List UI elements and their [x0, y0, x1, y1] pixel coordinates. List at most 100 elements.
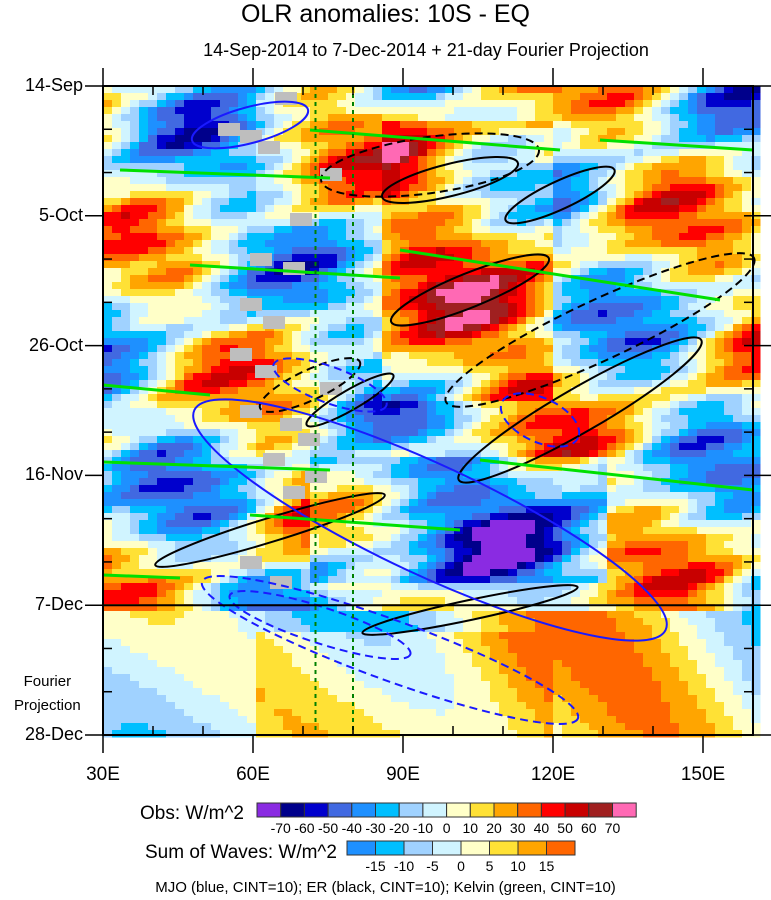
- field-cell: [409, 303, 419, 311]
- field-cell: [535, 443, 545, 451]
- field-cell: [175, 324, 185, 332]
- field-cell: [526, 513, 536, 521]
- field-cell: [148, 548, 158, 556]
- field-cell: [481, 142, 491, 150]
- field-cell: [121, 219, 131, 227]
- field-cell: [103, 359, 113, 367]
- field-cell: [157, 499, 167, 507]
- field-cell: [535, 303, 545, 311]
- field-cell: [508, 247, 518, 255]
- field-cell: [571, 247, 581, 255]
- field-cell: [418, 422, 428, 430]
- field-cell: [292, 520, 302, 528]
- field-cell: [418, 548, 428, 556]
- field-cell: [589, 464, 599, 472]
- field-cell: [553, 324, 563, 332]
- field-cell: [265, 212, 275, 220]
- field-cell: [112, 499, 122, 507]
- field-cell: [175, 226, 185, 234]
- field-cell: [571, 415, 581, 423]
- field-cell: [418, 128, 428, 136]
- field-cell: [643, 198, 653, 206]
- field-cell: [697, 254, 707, 262]
- field-cell: [490, 100, 500, 108]
- field-cell: [472, 401, 482, 409]
- field-cell: [616, 86, 626, 94]
- field-cell: [391, 527, 401, 535]
- field-cell: [139, 345, 149, 353]
- field-cell: [526, 317, 536, 325]
- field-cell: [715, 86, 725, 94]
- field-cell: [418, 317, 428, 325]
- field-cell: [337, 324, 347, 332]
- field-cell: [643, 464, 653, 472]
- field-cell: [157, 366, 167, 374]
- field-cell: [688, 345, 698, 353]
- field-cell: [526, 261, 536, 269]
- field-cell: [319, 275, 329, 283]
- field-cell: [742, 184, 752, 192]
- field-cell: [679, 254, 689, 262]
- field-cell: [283, 128, 293, 136]
- field-cell: [733, 401, 743, 409]
- field-cell: [544, 205, 554, 213]
- field-cell: [553, 485, 563, 493]
- field-cell: [526, 429, 536, 437]
- field-cell: [229, 443, 239, 451]
- field-cell: [661, 527, 671, 535]
- field-cell: [247, 373, 257, 381]
- field-cell: [382, 443, 392, 451]
- field-cell: [202, 380, 212, 388]
- field-cell: [688, 380, 698, 388]
- field-cell: [427, 100, 437, 108]
- field-cell: [202, 527, 212, 535]
- field-cell: [175, 296, 185, 304]
- field-cell: [229, 527, 239, 535]
- field-cell: [481, 156, 491, 164]
- field-cell: [445, 205, 455, 213]
- field-cell: [166, 457, 176, 465]
- field-cell: [670, 436, 680, 444]
- field-cell: [634, 163, 644, 171]
- field-cell: [319, 296, 329, 304]
- field-cell: [193, 184, 203, 192]
- field-cell: [616, 212, 626, 220]
- field-cell: [382, 86, 392, 94]
- field-cell: [562, 142, 572, 150]
- field-cell: [715, 289, 725, 297]
- field-cell: [724, 380, 734, 388]
- field-cell: [571, 86, 581, 94]
- field-cell: [112, 408, 122, 416]
- field-cell: [517, 457, 527, 465]
- field-cell: [121, 310, 131, 318]
- field-cell: [418, 499, 428, 507]
- field-cell: [490, 268, 500, 276]
- field-cell: [508, 156, 518, 164]
- field-cell: [481, 380, 491, 388]
- field-cell: [121, 205, 131, 213]
- field-cell: [382, 282, 392, 290]
- field-cell: [238, 107, 248, 115]
- field-cell: [688, 338, 698, 346]
- field-cell: [697, 289, 707, 297]
- field-cell: [112, 345, 122, 353]
- field-cell: [184, 373, 194, 381]
- field-cell: [652, 303, 662, 311]
- field-cell: [382, 394, 392, 402]
- field-cell: [751, 457, 761, 465]
- field-cell: [427, 387, 437, 395]
- field-cell: [697, 226, 707, 234]
- field-cell: [616, 219, 626, 227]
- field-cell: [175, 555, 185, 563]
- field-cell: [400, 177, 410, 185]
- field-cell: [436, 93, 446, 101]
- field-cell: [418, 107, 428, 115]
- field-cell: [418, 247, 428, 255]
- field-cell: [202, 149, 212, 157]
- field-cell: [175, 128, 185, 136]
- field-cell: [517, 268, 527, 276]
- field-cell: [607, 415, 617, 423]
- field-cell: [301, 100, 311, 108]
- field-cell: [166, 338, 176, 346]
- field-cell: [463, 289, 473, 297]
